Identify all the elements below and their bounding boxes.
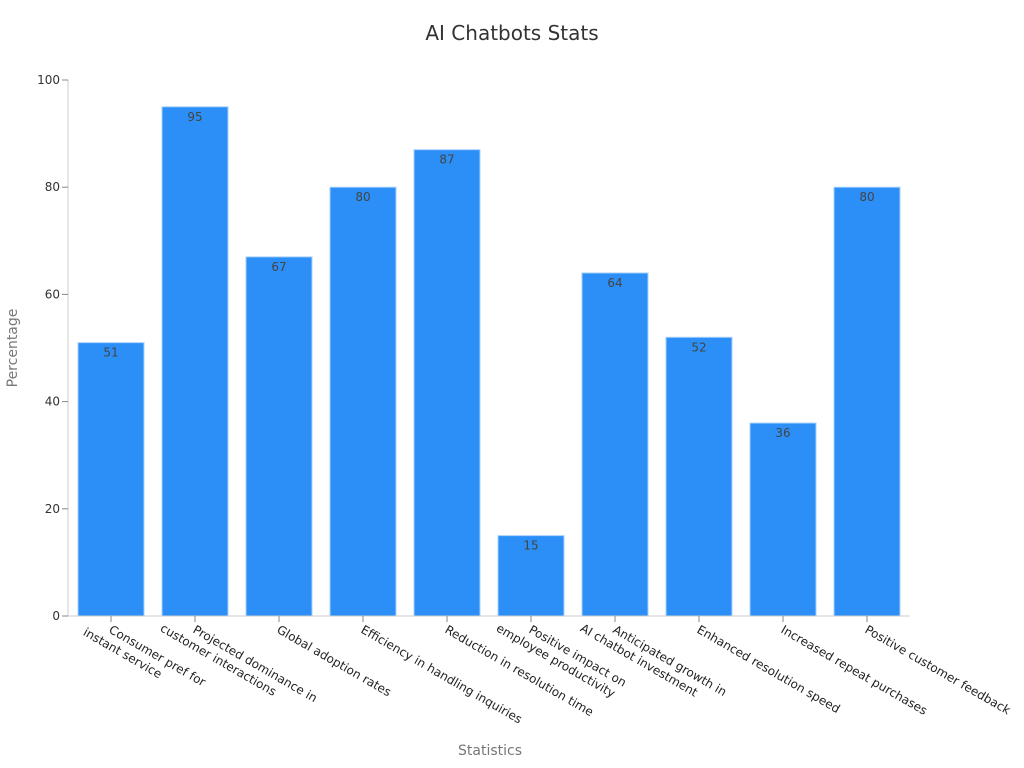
bar-value-label: 36 — [775, 426, 790, 440]
x-axis: Consumer pref forinstant service Projecte… — [68, 608, 1013, 726]
y-tick-label: 60 — [45, 287, 60, 301]
svg-text:Positive customer feedback: Positive customer feedback — [863, 622, 1013, 717]
chart-title: AI Chatbots Stats — [425, 21, 598, 45]
bar-value-label: 95 — [187, 110, 202, 124]
bar — [413, 149, 481, 617]
x-tick-label: Efficiency in handling inquiries — [359, 622, 525, 726]
bar — [329, 186, 397, 617]
bars-group: 51 95 67 80 87 15 64 52 36 80 — [77, 106, 901, 617]
y-tick-label: 100 — [37, 73, 60, 87]
bar-value-label: 64 — [607, 276, 622, 290]
bar — [161, 106, 229, 617]
y-tick-label: 0 — [52, 609, 60, 623]
bar-value-label: 87 — [439, 153, 454, 167]
x-tick-label: Consumer pref forinstant service — [81, 612, 208, 702]
x-tick-label: Increased repeat purchases — [779, 622, 930, 717]
bar-value-label: 80 — [859, 190, 874, 204]
x-tick-label: Positive customer feedback — [863, 622, 1013, 717]
svg-text:Increased repeat purchases: Increased repeat purchases — [779, 622, 930, 717]
bar — [665, 336, 733, 617]
y-tick-label: 80 — [45, 180, 60, 194]
x-tick-label: Anticipated growth inAI chatbot investme… — [578, 608, 729, 712]
y-tick-label: 20 — [45, 502, 60, 516]
bar — [245, 256, 313, 617]
svg-text:Enhanced resolution speed: Enhanced resolution speed — [695, 622, 843, 716]
bar-value-label: 80 — [355, 190, 370, 204]
y-axis: 0 20 40 60 80 100 — [37, 73, 69, 623]
bar-value-label: 52 — [691, 340, 706, 354]
bar — [77, 342, 145, 617]
svg-text:Anticipated growth inAI chatbo: Anticipated growth inAI chatbot investme… — [578, 608, 729, 712]
bar-value-label: 67 — [271, 260, 286, 274]
bar-value-label: 15 — [523, 539, 538, 553]
y-axis-title: Percentage — [5, 309, 21, 388]
x-axis-title: Statistics — [458, 743, 522, 759]
svg-text:Consumer pref forinstant servi: Consumer pref forinstant service — [81, 612, 208, 702]
bar-value-label: 51 — [103, 346, 118, 360]
bar — [581, 272, 649, 617]
y-tick-label: 40 — [45, 395, 60, 409]
bar — [749, 422, 817, 617]
svg-text:Efficiency in handling inquiri: Efficiency in handling inquiries — [359, 622, 525, 726]
x-tick-label: Enhanced resolution speed — [695, 622, 843, 716]
bar — [833, 186, 901, 617]
